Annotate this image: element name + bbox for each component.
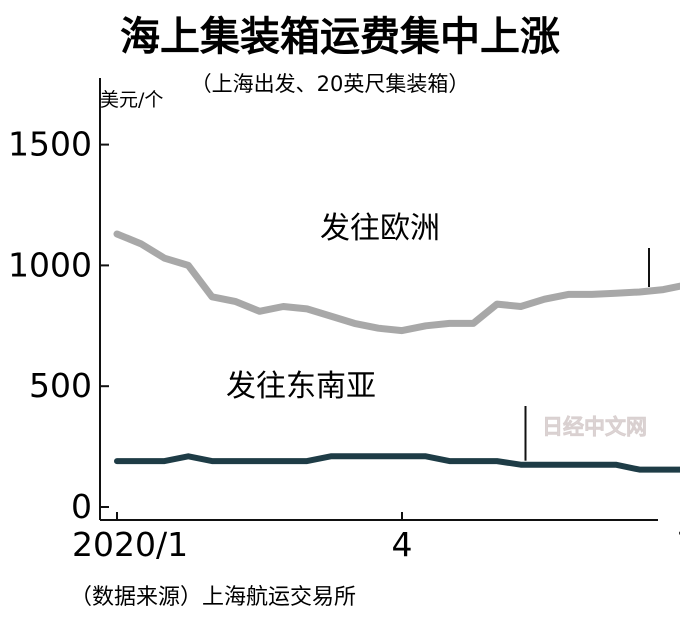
y-tick-label: 1500 (8, 125, 92, 164)
x-tick-label: 2020/1 (72, 525, 188, 564)
y-tick-label: 0 (71, 487, 92, 526)
chart-subtitle: （上海出发、20英尺集装箱） (191, 72, 470, 96)
series-line-southeast-asia (114, 453, 680, 473)
x-tick-label: 4 (392, 525, 413, 564)
watermark: 日经中文网 (542, 415, 647, 439)
chart-title: 海上集装箱运费集中上涨 (120, 14, 560, 60)
y-axis-unit-label: 美元/个 (100, 89, 163, 111)
series-layer (113, 230, 680, 473)
y-tick-label: 500 (29, 366, 92, 405)
y-axis: 0 500 1000 1500 (8, 78, 109, 526)
source-note: （数据来源）上海航运交易所 (70, 585, 356, 610)
series-line-europe (113, 230, 680, 335)
x-tick-label: 7 (677, 525, 680, 564)
series-label-europe: 发往欧洲 (320, 211, 440, 246)
series-label-southeast-asia: 发往东南亚 (226, 369, 376, 404)
y-tick-label: 1000 (8, 245, 92, 284)
x-axis: 2020/1471011 (72, 512, 680, 564)
